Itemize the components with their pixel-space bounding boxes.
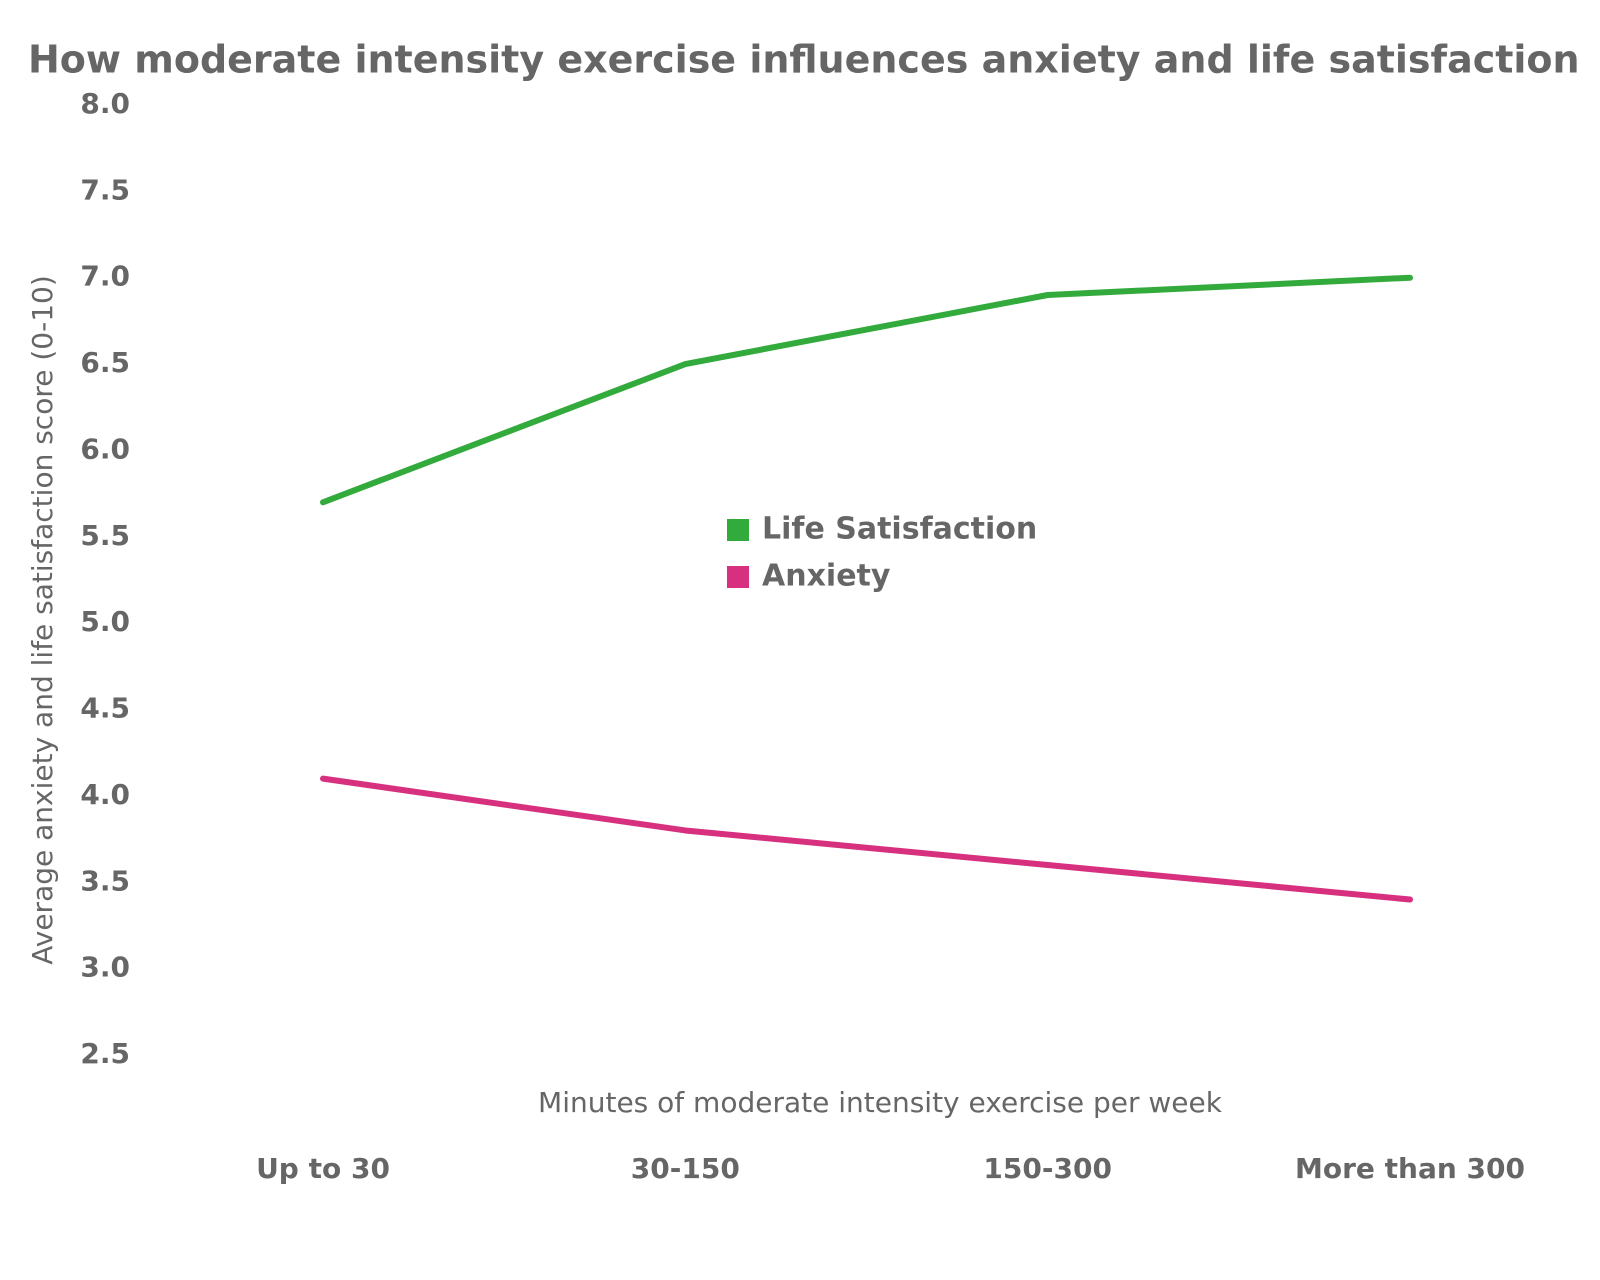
y-tick-label: 5.5 (80, 519, 130, 552)
legend-swatch (727, 519, 749, 541)
y-tick-label: 8.0 (80, 87, 130, 120)
y-tick-label: 3.5 (80, 864, 130, 897)
y-tick-label: 7.5 (80, 173, 130, 206)
y-tick-label: 6.0 (80, 432, 130, 465)
data-line (320, 775, 1413, 903)
y-tick-label: 5.0 (80, 605, 130, 638)
chart-title: How moderate intensity exercise influenc… (28, 38, 1580, 82)
legend-label: Anxiety (762, 559, 891, 594)
y-tick-label: 4.0 (80, 778, 130, 811)
y-tick-label: 2.5 (80, 1037, 130, 1070)
x-tick-label: Up to 30 (256, 1152, 390, 1185)
y-tick-label: 4.5 (80, 692, 130, 725)
y-tick-label: 3.0 (80, 951, 130, 984)
x-axis-label: Minutes of moderate intensity exercise p… (538, 1086, 1223, 1119)
legend-label: Life Satisfaction (762, 512, 1037, 547)
x-tick-label: More than 300 (1295, 1152, 1525, 1185)
y-tick-label: 6.5 (80, 346, 130, 379)
legend-swatch (727, 566, 749, 588)
data-line (320, 274, 1413, 506)
x-tick-label: 30-150 (631, 1152, 740, 1185)
y-axis-label: Average anxiety and life satisfaction sc… (26, 275, 59, 965)
x-tick-label: 150-300 (983, 1152, 1112, 1185)
y-tick-label: 7.0 (80, 260, 130, 293)
